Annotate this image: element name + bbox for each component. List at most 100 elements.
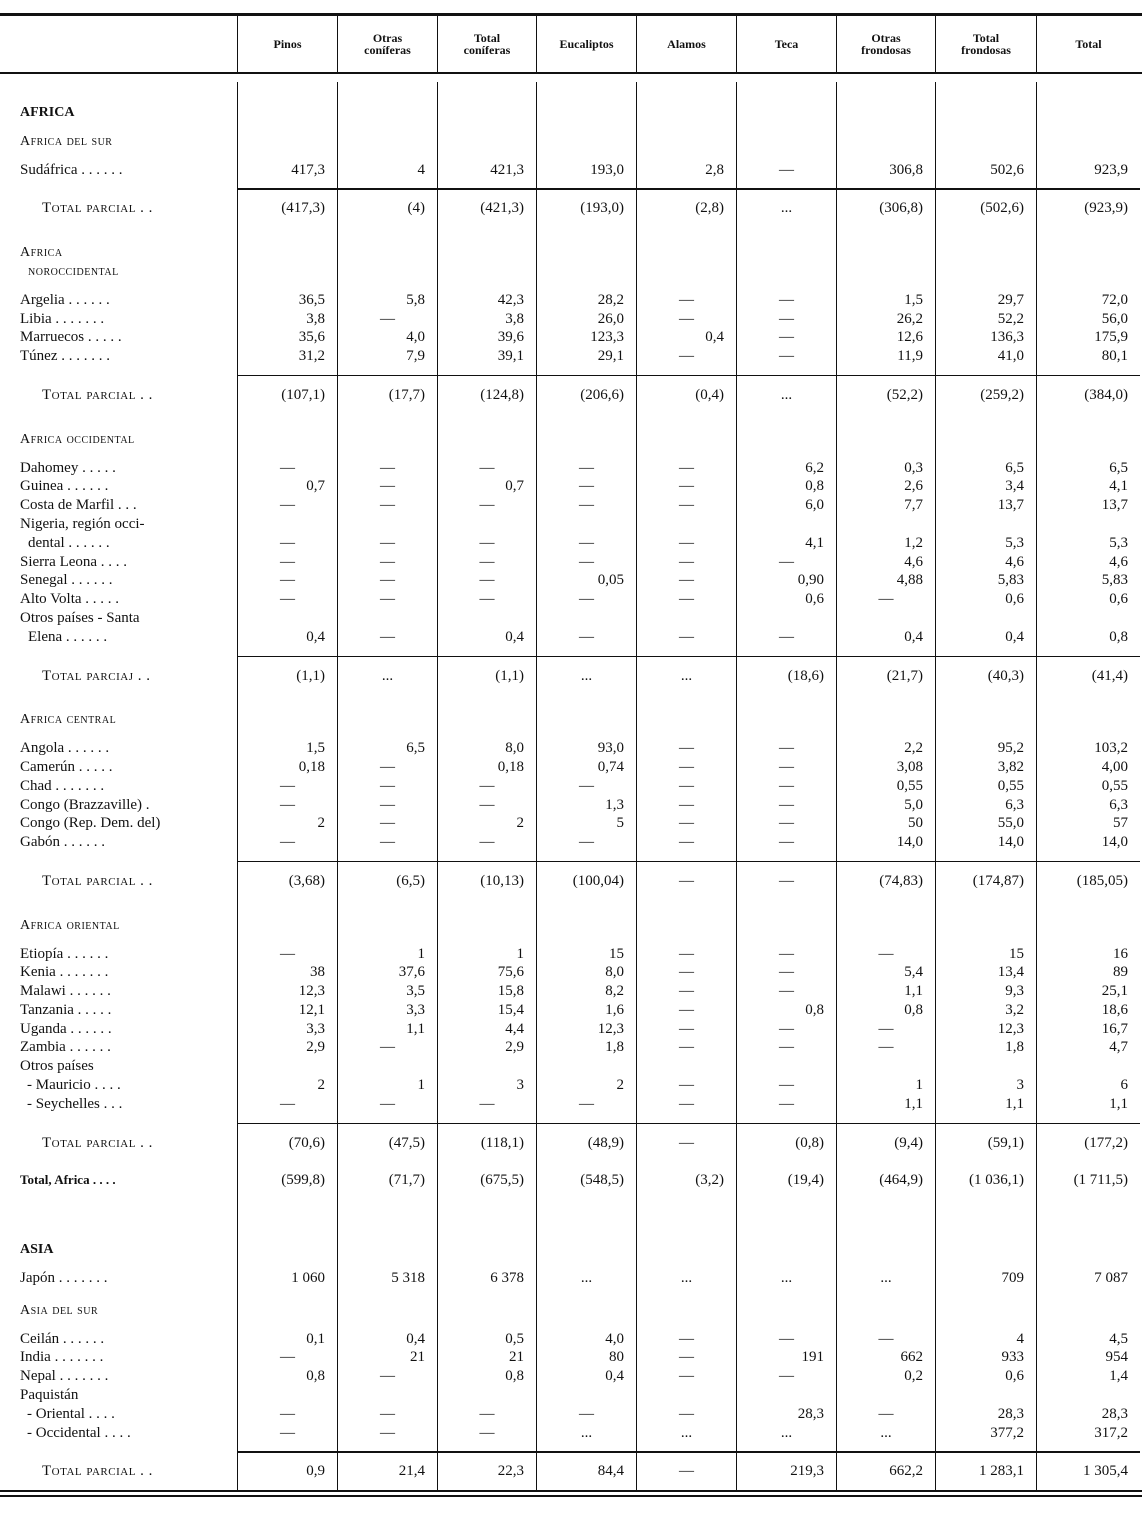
value-text: 15,8 [497,983,524,1000]
value-text: 191 [801,1349,825,1366]
value-cell: 0,18 [237,757,337,777]
table-row: Marruecos . . . . . 35,6 4,0 39,6 123,3 0,4 — 1… [0,328,1142,348]
value-cell: 3 [935,1076,1036,1095]
value-cell [536,890,636,936]
value-text: — [280,834,295,851]
value-cell: 3,2 [935,1000,1036,1020]
value-text: (548,5) [580,1172,624,1189]
value-text: — [679,777,694,794]
value-cell: 0,55 [935,776,1036,796]
value-text: (1,1) [296,667,325,684]
value-cell: — [536,496,636,515]
row-label: Malawi . . . . . . [0,982,237,1001]
value-cell: ... [836,1260,935,1288]
value-text: 36,5 [298,291,325,308]
value-text: 0,2 [904,1368,923,1385]
value-text: — [779,945,794,962]
value-text: 1 [417,1077,426,1094]
value-cell: (52,2) [836,365,935,405]
value-text [737,917,836,936]
value-cell [836,1057,935,1077]
value-cell: — [337,477,437,497]
value-text: 0,4 [1005,628,1024,645]
value-cell: 4,6 [836,552,935,572]
value-text: — [679,534,694,551]
value-cell: 12,3 [935,1019,1036,1039]
value-cell: — [237,1423,337,1443]
value-cell: — [437,514,536,553]
value-text: 72,0 [1101,291,1128,308]
value-text: (59,1) [987,1134,1024,1151]
value-cell: 22,3 [437,1442,536,1482]
value-text: (74,83) [879,872,923,889]
value-cell: — [536,477,636,497]
value-text: 28,3 [997,1405,1024,1422]
subtotal-rule [637,655,736,658]
value-cell: (18,6) [736,646,836,686]
value-text: — [878,945,894,962]
value-text [637,263,736,282]
value-cell: 6,0 [736,496,836,515]
value-text [1037,917,1140,936]
table-row: Sudáfrica . . . . . . 417,3 4 421,3 193,0 2,8… [0,151,1142,180]
value-cell: (502,6) [935,179,1036,219]
value-text: 0,55 [997,777,1024,794]
value-text: (40,3) [987,667,1024,684]
value-text: ... [880,1270,892,1287]
value-text: 1,5 [904,291,923,308]
value-cell: (174,87) [935,851,1036,891]
value-text [537,431,636,450]
table-row: Congo (Rep. Dem. del) 2 — 2 5 — — 50 55,0 57 [0,814,1142,834]
value-cell [337,1287,437,1321]
value-text: 3,08 [896,758,923,775]
row-label-text: Paquistán [20,1387,79,1404]
value-cell: — [237,1094,337,1114]
subregion-heading-row: Africa central [0,685,1142,731]
value-text [837,263,935,282]
value-cell: — [337,608,437,647]
value-text: ... [880,1424,892,1441]
row-label-text: Libia . . . . . . . [20,310,105,327]
row-label: Camerún . . . . . [0,758,237,777]
value-cell: (19,4) [736,1152,836,1191]
value-text: 0,8 [505,1368,524,1385]
value-text: — [779,1039,794,1056]
value-text: 93,0 [597,740,624,757]
value-cell: ... [536,1423,636,1443]
value-text: 16 [1113,945,1128,962]
value-cell [437,685,536,731]
value-cell: 4,00 [1036,757,1140,777]
row-label-text: - Seychelles . . . [27,1095,123,1112]
value-text: 4,6 [1005,553,1024,570]
value-cell: 1,1 [935,1094,1036,1114]
row-label: Kenia . . . . . . . [0,963,237,982]
value-cell: — [736,982,836,1001]
value-cell: — [337,514,437,553]
value-cell: 3,08 [836,757,935,777]
value-cell: 6,3 [935,795,1036,815]
subtotal-rule [936,1122,1036,1125]
value-cell [1036,404,1140,450]
value-cell: 21 [337,1348,437,1368]
value-text: (193,0) [580,200,624,217]
value-cell: 37,6 [337,963,437,983]
table-row: Gabón . . . . . . — — — — — — 14,0 14,0 14,0 [0,833,1142,852]
value-text: — [380,310,395,327]
value-text: 12,3 [997,1020,1024,1037]
value-cell: 0,8 [736,477,836,497]
value-cell: — [736,608,836,647]
subtotal-rule [438,1122,536,1125]
value-cell: 28,3 [736,1404,836,1424]
value-text: 11,9 [897,348,923,365]
value-text: (417,3) [281,200,325,217]
row-label: Africa central [0,685,237,730]
row-label-text: Africa central [20,712,117,728]
value-cell: — [636,552,736,572]
subtotal-rule [837,860,935,863]
value-text: — [579,497,594,514]
value-cell [237,685,337,731]
value-text: — [779,1020,794,1037]
value-cell: 14,0 [1036,833,1140,852]
value-text: — [779,161,794,178]
value-cell [337,82,437,123]
